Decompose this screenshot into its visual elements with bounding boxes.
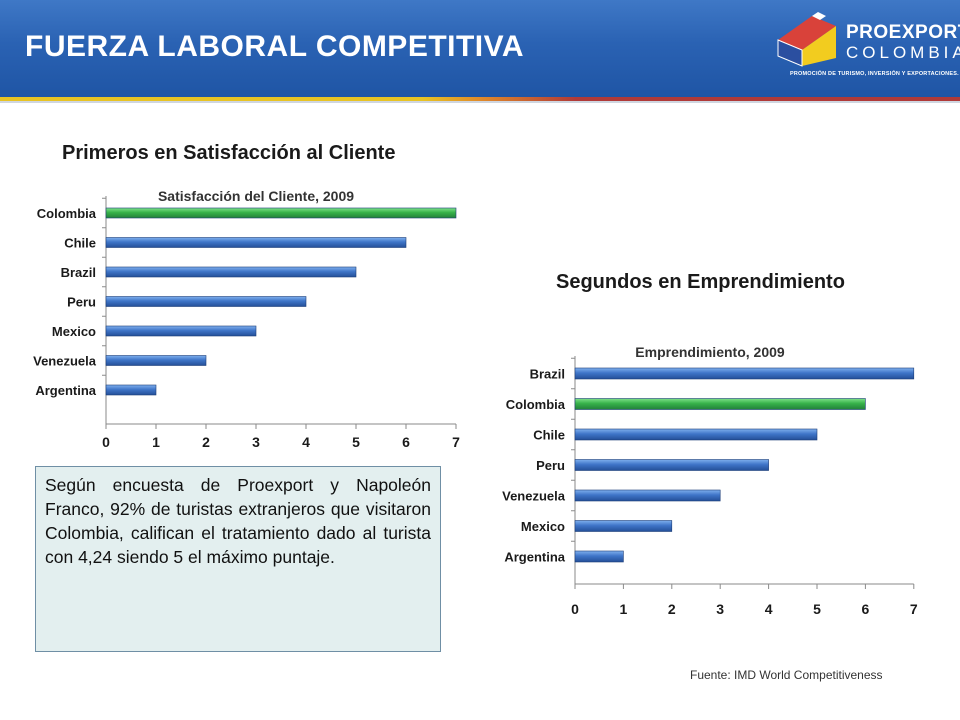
x-tick-label: 4: [302, 434, 310, 450]
category-label: Mexico: [521, 519, 565, 534]
x-tick-label: 5: [813, 601, 821, 617]
x-tick-label: 2: [668, 601, 676, 617]
x-tick-label: 2: [202, 434, 210, 450]
category-label: Argentina: [504, 550, 565, 565]
bar: [574, 520, 673, 532]
satisfaction-chart: Satisfacción del Cliente, 2009 Colombia Ch…: [33, 188, 460, 450]
bar: [574, 489, 721, 502]
x-tick-label: 0: [571, 601, 579, 617]
bar: [105, 207, 457, 219]
category-label: Mexico: [52, 324, 96, 339]
x-tick-label: 6: [402, 434, 410, 450]
bar: [574, 367, 915, 380]
bar: [574, 550, 624, 563]
house-logo-icon: [777, 12, 836, 67]
chart-title: Emprendimiento, 2009: [635, 344, 785, 360]
logo-name: PROEXPORT: [846, 22, 960, 43]
category-label: Brazil: [61, 265, 96, 280]
x-tick-label: 4: [765, 601, 773, 617]
chart-title: Satisfacción del Cliente, 2009: [158, 188, 354, 204]
x-tick-label: 5: [352, 434, 360, 450]
logo-tagline: PROMOCIÓN DE TURISMO, INVERSIÓN Y EXPORT…: [790, 71, 959, 77]
satisfaction-heading: Primeros en Satisfacción al Cliente: [62, 142, 396, 164]
page-title: FUERZA LABORAL COMPETITIVA: [25, 30, 525, 63]
category-label: Argentina: [35, 383, 96, 398]
category-label: Chile: [64, 236, 96, 251]
x-tick-label: 0: [102, 434, 110, 450]
x-tick-label: 7: [910, 601, 918, 617]
entrepreneurship-heading: Segundos en Emprendimiento: [556, 271, 845, 293]
x-tick-label: 7: [452, 434, 460, 450]
category-label: Peru: [67, 295, 96, 310]
x-tick-label: 1: [152, 434, 160, 450]
category-label: Chile: [533, 428, 565, 443]
bar: [105, 266, 357, 278]
x-tick-label: 1: [620, 601, 628, 617]
header-bar: FUERZA LABORAL COMPETITIVA PROEXPORT COL…: [0, 0, 960, 97]
entrepreneurship-chart: Emprendimiento, 2009 Brazil Colombia Chile P…: [502, 344, 918, 617]
bar: [574, 459, 769, 471]
survey-note: Según encuesta de Proexport y Napoleón F…: [35, 466, 441, 652]
bar: [574, 428, 818, 441]
x-tick-label: 6: [862, 601, 870, 617]
bar: [105, 384, 157, 396]
category-label: Venezuela: [502, 489, 566, 504]
category-label: Brazil: [530, 367, 565, 382]
category-label: Colombia: [506, 397, 566, 412]
header-divider: [0, 101, 960, 103]
bar: [105, 237, 407, 248]
bar: [105, 296, 307, 307]
bar: [574, 398, 866, 410]
header-accent-line: [0, 97, 960, 101]
bar: [105, 355, 207, 366]
x-tick-label: 3: [252, 434, 260, 450]
bar: [105, 325, 257, 337]
category-label: Peru: [536, 458, 565, 473]
category-label: Venezuela: [33, 354, 97, 369]
source-note: Fuente: IMD World Competitiveness: [690, 668, 883, 682]
category-label: Colombia: [37, 206, 97, 221]
logo-country: COLOMBIA: [846, 43, 960, 62]
x-tick-label: 3: [716, 601, 724, 617]
